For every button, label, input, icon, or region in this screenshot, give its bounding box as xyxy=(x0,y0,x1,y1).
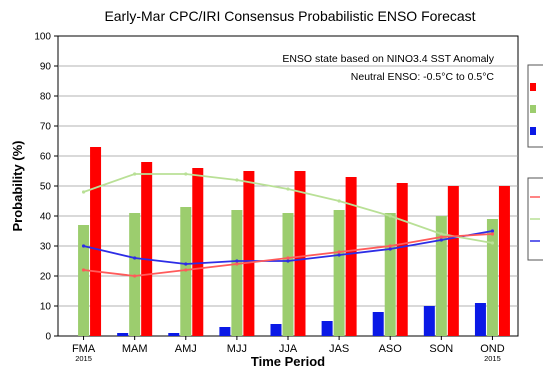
point-el-nino-clim xyxy=(388,244,392,248)
annotation-enso-state: ENSO state based on NINO3.4 SST Anomaly xyxy=(282,53,494,65)
x-tick-sublabel: 2015 xyxy=(484,354,501,363)
bar-neutral xyxy=(384,213,396,336)
climatology-lines xyxy=(81,172,495,278)
x-tick-label: AMJ xyxy=(175,343,197,355)
y-axis-label: Probability (%) xyxy=(10,140,25,231)
bar-la-nina xyxy=(474,303,486,336)
bar-el-nino xyxy=(396,183,408,336)
chart-title: Early-Mar CPC/IRI Consensus Probabilisti… xyxy=(104,8,475,24)
bar-el-nino xyxy=(498,186,510,336)
bar-la-nina xyxy=(423,306,435,336)
annotation-neutral-range: Neutral ENSO: -0.5°C to 0.5°C xyxy=(351,71,495,83)
point-el-nino-clim xyxy=(133,274,137,278)
bar-neutral xyxy=(333,210,345,336)
y-tick-label: 90 xyxy=(40,62,52,73)
bar-la-nina xyxy=(219,327,231,336)
point-la-nina-clim xyxy=(184,262,188,266)
point-el-nino-clim xyxy=(81,268,86,272)
point-neutral-clim xyxy=(337,199,341,203)
y-tick-label: 0 xyxy=(45,332,51,343)
bar-la-nina xyxy=(168,333,180,336)
y-tick-label: 10 xyxy=(40,302,52,313)
y-tick-label: 20 xyxy=(40,272,52,283)
y-tick-label: 70 xyxy=(40,122,52,133)
legend-swatch-el-nino xyxy=(530,83,536,91)
point-la-nina-clim xyxy=(439,238,443,242)
y-tick-label: 40 xyxy=(40,212,52,223)
x-tick-label: FMA xyxy=(72,343,96,355)
point-neutral-clim xyxy=(81,190,86,194)
point-el-nino-clim xyxy=(286,256,290,260)
point-neutral-clim xyxy=(286,187,290,191)
point-neutral-clim xyxy=(184,172,188,176)
x-tick-label: MJJ xyxy=(227,343,247,355)
y-tick-label: 80 xyxy=(40,92,52,103)
point-la-nina-clim xyxy=(337,253,341,257)
legend-swatch-la-nina xyxy=(530,127,536,135)
bar-neutral xyxy=(435,216,447,336)
x-tick-sublabel: 2015 xyxy=(75,354,92,363)
point-el-nino-clim xyxy=(490,232,495,236)
y-tick-label: 50 xyxy=(40,182,52,193)
bars xyxy=(78,147,510,336)
point-la-nina-clim xyxy=(133,256,137,260)
bar-el-nino xyxy=(294,171,306,336)
bar-neutral xyxy=(282,213,294,336)
x-axis-label: Time Period xyxy=(251,354,325,369)
y-tick-label: 30 xyxy=(40,242,52,253)
point-neutral-clim xyxy=(490,241,495,245)
point-el-nino-clim xyxy=(337,250,341,254)
point-el-nino-clim xyxy=(184,268,188,272)
bar-el-nino xyxy=(90,147,102,336)
bar-el-nino xyxy=(447,186,459,336)
bar-el-nino xyxy=(345,177,357,336)
x-tick-label: JJA xyxy=(279,343,298,355)
bar-la-nina xyxy=(270,324,282,336)
point-la-nina-clim xyxy=(81,244,86,248)
y-tick-label: 60 xyxy=(40,152,52,163)
bar-la-nina xyxy=(321,321,333,336)
point-neutral-clim xyxy=(235,178,239,182)
bar-el-nino xyxy=(141,162,153,336)
bar-el-nino xyxy=(192,168,204,336)
point-la-nina-clim xyxy=(388,247,392,251)
bar-la-nina xyxy=(117,333,129,336)
x-tick-label: OND xyxy=(480,343,505,355)
x-tick-label: ASO xyxy=(379,343,403,355)
point-la-nina-clim xyxy=(235,259,239,263)
bar-neutral xyxy=(78,225,90,336)
legend-swatch-neutral xyxy=(530,105,536,113)
point-neutral-clim xyxy=(439,232,443,236)
y-tick-label: 100 xyxy=(34,32,51,43)
bar-neutral xyxy=(231,210,243,336)
point-el-nino-clim xyxy=(439,235,443,239)
bar-el-nino xyxy=(243,171,255,336)
x-tick-label: SON xyxy=(429,343,453,355)
point-la-nina-clim xyxy=(286,259,290,263)
point-el-nino-clim xyxy=(235,262,239,266)
bar-neutral xyxy=(486,219,498,336)
point-neutral-clim xyxy=(133,172,137,176)
x-tick-label: MAM xyxy=(122,343,148,355)
y-axis-ticks: 0 10 20 30 40 50 60 70 80 90 100 xyxy=(34,32,58,343)
x-tick-label: JAS xyxy=(329,343,349,355)
point-la-nina-clim xyxy=(490,229,495,233)
point-neutral-clim xyxy=(388,214,392,218)
bar-la-nina xyxy=(372,312,384,336)
